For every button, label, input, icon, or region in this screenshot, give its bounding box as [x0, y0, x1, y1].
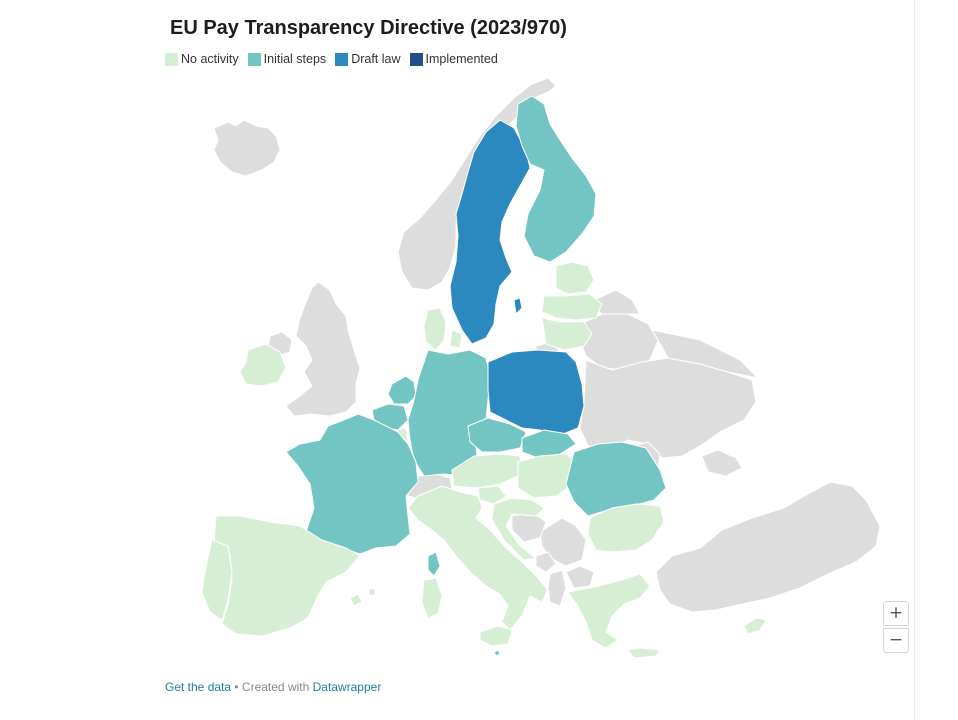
legend-label: Implemented	[425, 52, 498, 66]
country-malta[interactable]	[493, 649, 501, 657]
europe-map	[201, 77, 881, 659]
country-albania[interactable]	[547, 569, 567, 607]
country-slovakia[interactable]	[521, 429, 577, 459]
page-divider	[914, 0, 915, 720]
country-denmark[interactable]	[423, 307, 463, 351]
legend-item-initial-steps: Initial steps	[247, 52, 327, 66]
country-uk[interactable]	[285, 281, 361, 417]
chart-title: EU Pay Transparency Directive (2023/970)	[170, 17, 567, 39]
legend-item-draft-law: Draft law	[335, 52, 401, 66]
country-romania[interactable]	[565, 441, 667, 517]
country-sardinia[interactable]	[421, 577, 443, 619]
legend-label: No activity	[181, 52, 239, 66]
country-corsica[interactable]	[427, 551, 441, 577]
legend-item-implemented: Implemented	[409, 52, 498, 66]
country-gotland[interactable]	[513, 297, 523, 315]
legend-item-no-activity: No activity	[165, 52, 239, 66]
country-slovenia[interactable]	[477, 485, 507, 505]
country-iceland[interactable]	[213, 119, 281, 177]
country-ireland[interactable]	[239, 343, 287, 387]
zoom-in-button[interactable]: +	[883, 601, 909, 626]
country-sweden[interactable]	[449, 119, 531, 345]
legend-label: Draft law	[351, 52, 401, 66]
legend: No activity Initial steps Draft law Impl…	[165, 52, 507, 66]
country-serbia[interactable]	[539, 517, 587, 567]
country-spain[interactable]	[213, 515, 361, 637]
country-greece[interactable]	[567, 573, 661, 659]
country-sicily[interactable]	[479, 625, 513, 647]
get-the-data-link[interactable]: Get the data	[165, 680, 232, 694]
country-poland[interactable]	[487, 349, 585, 437]
country-finland[interactable]	[515, 95, 597, 263]
country-montenegro[interactable]	[535, 551, 557, 573]
zoom-out-button[interactable]: −	[883, 628, 909, 653]
country-bulgaria[interactable]	[587, 503, 665, 553]
country-lithuania[interactable]	[541, 317, 593, 351]
country-balearics[interactable]	[349, 587, 377, 607]
legend-label: Initial steps	[263, 52, 327, 66]
country-czechia[interactable]	[467, 417, 527, 453]
footer: Get the data • Created with Datawrapper	[165, 680, 381, 694]
country-estonia[interactable]	[555, 261, 595, 295]
eu-countries	[201, 95, 767, 659]
legend-swatch	[335, 52, 349, 66]
footer-separator: • Created with	[231, 680, 313, 694]
legend-swatch	[409, 52, 423, 66]
country-norway[interactable]	[397, 77, 557, 291]
country-netherlands[interactable]	[387, 375, 417, 405]
country-latvia[interactable]	[541, 293, 603, 321]
country-cyprus[interactable]	[743, 617, 767, 635]
country-turkey[interactable]	[655, 481, 881, 613]
datawrapper-link[interactable]: Datawrapper	[312, 680, 382, 694]
country-crimea[interactable]	[701, 449, 743, 477]
legend-swatch	[247, 52, 261, 66]
country-italy[interactable]	[407, 485, 549, 631]
country-croatia[interactable]	[491, 497, 545, 561]
legend-swatch	[165, 52, 178, 66]
country-portugal[interactable]	[201, 539, 233, 621]
country-north-macedonia[interactable]	[565, 565, 595, 589]
